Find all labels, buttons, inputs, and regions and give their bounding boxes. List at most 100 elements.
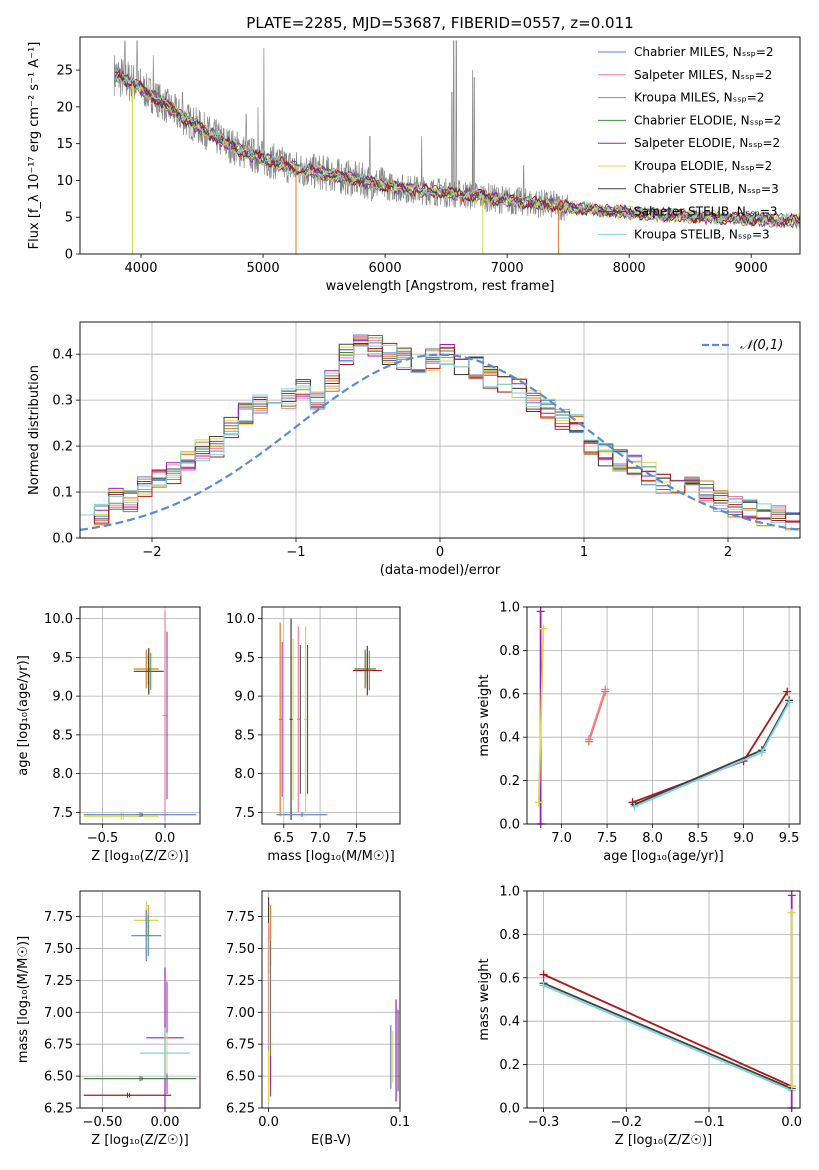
tick-label-y: 10.0 xyxy=(44,612,73,627)
model-KroupaSTELIB xyxy=(114,74,800,229)
tick-label-y: 0.8 xyxy=(499,644,520,659)
tick-label-y: 0.2 xyxy=(52,440,73,455)
x-axis-label: age [log₁₀(age/yr)] xyxy=(603,849,724,864)
tick-label-x: −1 xyxy=(286,545,305,560)
spectrum-lines xyxy=(113,40,800,254)
tick-label-x: 7.0 xyxy=(551,831,572,846)
tick-label-x: −0.5 xyxy=(87,831,119,846)
weight-line-ChabrierSTELIB xyxy=(634,699,790,806)
tick-label-x: 8.0 xyxy=(642,831,663,846)
tick-label-y: 0.1 xyxy=(52,486,73,501)
tick-label-y: 0.0 xyxy=(499,818,520,833)
x-axis-label: wavelength [Angstrom, rest frame] xyxy=(326,279,555,294)
x-axis-label: (data-model)/error xyxy=(380,563,501,578)
tick-label-y: 7.00 xyxy=(226,1006,255,1021)
tick-label-y: 7.25 xyxy=(44,974,73,989)
x-axis-label: Z [log₁₀(Z/Z☉)] xyxy=(91,849,188,864)
axes-frame-1 xyxy=(79,321,801,539)
tick-label-x: 0.00 xyxy=(151,1115,180,1130)
figure-title: PLATE=2285, MJD=53687, FIBERID=0557, z=0… xyxy=(246,14,633,32)
x-axis-label: Z [log₁₀(Z/Z☉)] xyxy=(615,1133,712,1148)
tick-label-x: 7.5 xyxy=(346,831,367,846)
errorbars xyxy=(267,897,399,1102)
tick-label-y: 6.25 xyxy=(226,1102,255,1117)
legend-entry-normal: 𝒩(0,1) xyxy=(740,338,783,353)
tick-label-x: 4000 xyxy=(124,261,157,276)
tick-label-y: 9.0 xyxy=(234,690,255,705)
tick-label-y: 7.75 xyxy=(44,910,73,925)
weight-marker xyxy=(584,735,593,744)
axes-frame-3 xyxy=(261,606,401,825)
histograms xyxy=(80,334,800,531)
tick-label-y: 1.0 xyxy=(499,885,520,900)
tick-label-y: 0.2 xyxy=(499,774,520,789)
weight-marker xyxy=(757,748,766,757)
legend-entry-8: Kroupa STELIB, Nₛₛₚ=3 xyxy=(634,227,770,241)
weight-marker xyxy=(534,798,543,807)
tick-label-y: 7.75 xyxy=(226,910,255,925)
axes-age_vs_massweight: 7.0 7.5 8.0 8.5 9.0 9.5 0.0 0.2 0.4 0.6 0.8 1.0 age … xyxy=(477,601,800,864)
tick-label-x: −0.1 xyxy=(693,1115,725,1130)
tick-label-y: 0.6 xyxy=(499,971,520,986)
tick-label-x: 8.5 xyxy=(688,831,709,846)
tick-label-x: −0.3 xyxy=(528,1115,560,1130)
tick-label-x: 5000 xyxy=(247,261,280,276)
tick-label-y: 0.4 xyxy=(499,731,520,746)
tick-label-x: 0 xyxy=(436,545,444,560)
tick-label-x: −0.2 xyxy=(610,1115,642,1130)
y-axis-label: mass weight xyxy=(477,674,492,756)
y-axis-label: mass [log₁₀(M/M☉)] xyxy=(16,936,31,1063)
tick-label-y: 7.50 xyxy=(226,942,255,957)
weight-marker xyxy=(539,981,548,990)
tick-label-y: 7.00 xyxy=(44,1006,73,1021)
weight-marker xyxy=(787,908,796,917)
axes-EBV_vs_mass: 0.0 0.1 6.25 6.50 6.75 7.00 7.25 7.50 7.75 E(B-V) xyxy=(226,891,410,1148)
weight-line-SalpeterSTELIB xyxy=(543,973,793,1088)
tick-label-y: 6.75 xyxy=(44,1038,73,1053)
y-axis-label: mass weight xyxy=(477,958,492,1040)
tick-label-x: 7000 xyxy=(491,261,524,276)
weight-marker xyxy=(630,802,639,811)
legend-entry-0: Chabrier MILES, Nₛₛₚ=2 xyxy=(634,45,774,59)
tick-label-y: 6.50 xyxy=(226,1070,255,1085)
legend-entry-5: Kroupa ELODIE, Nₛₛₚ=2 xyxy=(634,159,772,173)
axes-frame-7 xyxy=(526,890,801,1109)
tick-label-y: 0.3 xyxy=(52,394,73,409)
legend-entry-4: Salpeter ELODIE, Nₛₛₚ=2 xyxy=(634,136,780,150)
tick-label-y: 8.0 xyxy=(234,767,255,782)
tick-label-y: 7.5 xyxy=(52,806,73,821)
weight-marker xyxy=(539,624,548,633)
tick-label-y: 9.0 xyxy=(52,690,73,705)
axes-Z_vs_massweight: −0.3 −0.2 −0.1 0.0 0.0 0.2 0.4 0.6 0.8 1.0 Z [log₁… xyxy=(477,885,802,1149)
tick-label-y: 7.50 xyxy=(44,942,73,957)
weight-marker xyxy=(783,687,792,696)
model-ChabrierELODIE xyxy=(115,73,800,230)
tick-label-x: 9000 xyxy=(735,261,768,276)
tick-label-x: −2 xyxy=(142,545,161,560)
model-KroupaELODIE xyxy=(114,70,800,228)
weight-marker xyxy=(601,685,610,694)
y-axis-label: Flux [f_λ 10⁻¹⁷ erg cm⁻² s⁻¹ A⁻¹] xyxy=(27,42,42,250)
axes-frame-4 xyxy=(526,606,801,825)
tick-label-y: 0 xyxy=(65,248,73,263)
axes-spectrum: 4000 5000 6000 7000 8000 9000 0 5 10 15 20 25 wavele… xyxy=(27,40,800,294)
weight-marker xyxy=(785,698,794,707)
tick-label-y: 10 xyxy=(56,174,73,189)
tick-label-x: 2 xyxy=(724,545,732,560)
weight-line-KroupaSTELIB xyxy=(634,702,790,808)
model-ChabrierSTELIB xyxy=(115,69,800,229)
tick-label-y: 7.5 xyxy=(234,806,255,821)
axes-residual_histogram: −2 −1 0 1 2 0.0 0.1 0.2 0.3 0.4 (data-model)/error… xyxy=(27,322,800,578)
tick-label-y: 15 xyxy=(56,137,73,152)
weight-line-SalpeterMILES xyxy=(588,689,607,740)
tick-label-y: 8.5 xyxy=(52,728,73,743)
axes-frame-6 xyxy=(261,890,401,1109)
x-axis-label: E(B-V) xyxy=(311,1133,351,1148)
tick-label-y: 6.75 xyxy=(226,1038,255,1053)
tick-label-y: 6.50 xyxy=(44,1070,73,1085)
tick-label-x: 7.0 xyxy=(310,831,331,846)
tick-label-x: 0.0 xyxy=(155,831,176,846)
tick-label-y: 1.0 xyxy=(499,601,520,616)
weight-marker xyxy=(539,970,548,979)
